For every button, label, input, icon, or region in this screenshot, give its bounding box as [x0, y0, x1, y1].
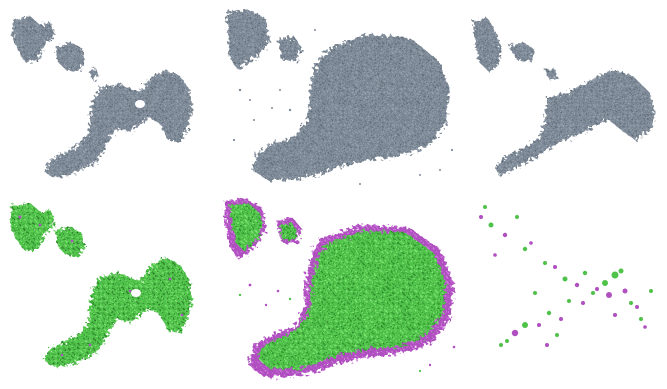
- panel-bottom-center: [220, 195, 460, 389]
- cluster-image-colored-coalesced: [224, 199, 456, 377]
- cluster-image-colored-sparse: [479, 205, 653, 347]
- panel-top-right: [465, 0, 667, 195]
- panel-top-left: [0, 0, 215, 195]
- cluster-image-colored-branched: [10, 203, 192, 367]
- panel-bottom-right: [465, 195, 667, 389]
- cluster-image-gray-branched-2: [473, 18, 655, 176]
- panel-top-center: [220, 0, 460, 195]
- cluster-image-gray-branched: [12, 16, 192, 178]
- panel-bottom-left: [0, 195, 215, 389]
- cluster-image-gray-coalesced: [226, 10, 454, 185]
